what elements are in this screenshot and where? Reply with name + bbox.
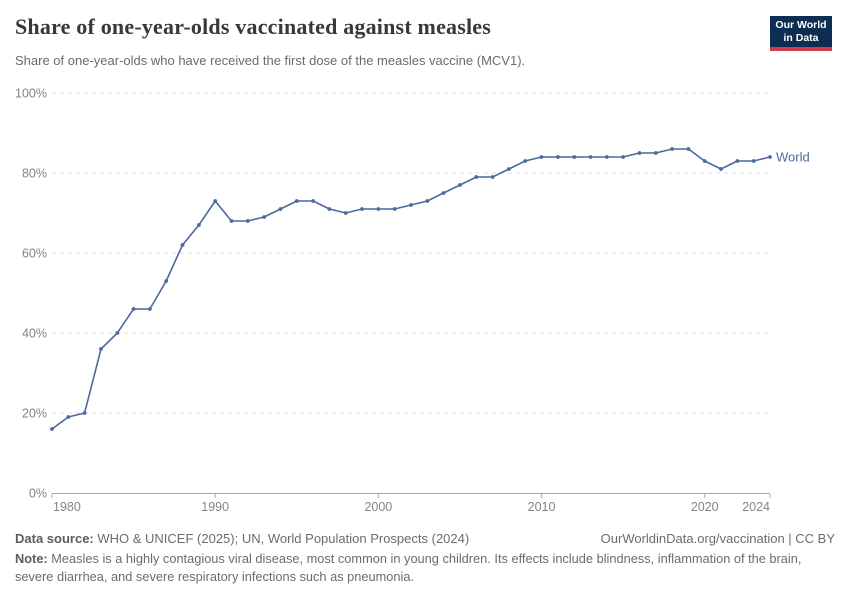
footer-row: Data source: WHO & UNICEF (2025); UN, Wo… bbox=[15, 531, 835, 546]
data-point bbox=[327, 207, 332, 211]
data-point bbox=[621, 155, 625, 159]
data-point bbox=[490, 175, 495, 179]
x-tick-label: 2000 bbox=[364, 500, 392, 514]
data-point bbox=[164, 279, 169, 283]
data-point bbox=[523, 159, 528, 163]
attribution-link[interactable]: OurWorldinData.org/vaccination | CC BY bbox=[600, 531, 835, 546]
data-point bbox=[392, 207, 397, 211]
x-tick-label: 2020 bbox=[691, 500, 719, 514]
data-point bbox=[556, 155, 560, 159]
data-point bbox=[768, 155, 772, 159]
owid-logo-box: Our World in Data bbox=[770, 16, 832, 47]
data-point bbox=[180, 243, 185, 247]
data-point bbox=[148, 307, 152, 311]
data-point bbox=[702, 159, 707, 163]
y-tick-label: 40% bbox=[22, 326, 47, 340]
data-point bbox=[360, 207, 364, 211]
data-point bbox=[311, 199, 315, 203]
x-tick-label: 2010 bbox=[528, 500, 556, 514]
data-point bbox=[653, 151, 658, 155]
owid-logo-line2: in Data bbox=[783, 31, 819, 44]
data-point bbox=[735, 159, 740, 163]
chart-note: Note: Measles is a highly contagious vir… bbox=[15, 550, 810, 586]
data-point bbox=[670, 147, 674, 151]
data-point bbox=[262, 215, 266, 219]
owid-logo-stripe bbox=[770, 47, 832, 51]
data-source-text: WHO & UNICEF (2025); UN, World Populatio… bbox=[93, 531, 470, 546]
data-point bbox=[572, 155, 577, 159]
data-point bbox=[588, 155, 593, 159]
x-axis: 1980 1990 2000 2010 2020 2024 bbox=[51, 493, 771, 514]
y-gridlines bbox=[52, 92, 770, 414]
data-point bbox=[441, 191, 446, 195]
data-point bbox=[245, 219, 250, 223]
data-point bbox=[604, 155, 609, 159]
data-point bbox=[343, 211, 348, 215]
x-tick-label: 2024 bbox=[742, 500, 770, 514]
owid-logo-line1: Our World bbox=[775, 19, 827, 31]
data-point bbox=[474, 175, 479, 179]
x-tick-label: 1990 bbox=[201, 500, 229, 514]
data-point bbox=[507, 167, 511, 171]
x-tick-label: 1980 bbox=[53, 500, 81, 514]
data-point bbox=[197, 223, 201, 227]
data-point bbox=[425, 199, 430, 203]
owid-logo: Our World in Data bbox=[770, 16, 832, 51]
data-point bbox=[66, 415, 71, 419]
data-point bbox=[115, 331, 120, 335]
data-point bbox=[751, 159, 756, 163]
data-point bbox=[50, 427, 54, 431]
y-tick-label: 60% bbox=[22, 246, 47, 260]
note-label: Note: bbox=[15, 551, 48, 566]
data-point bbox=[376, 207, 381, 211]
data-point bbox=[686, 147, 691, 151]
y-tick-label: 100% bbox=[15, 86, 47, 100]
y-tick-labels: 0% 20% 40% 60% 80% 100% bbox=[15, 86, 47, 500]
data-point bbox=[294, 199, 299, 203]
data-point bbox=[409, 203, 413, 207]
data-point bbox=[637, 151, 642, 155]
data-source-label: Data source: bbox=[15, 531, 94, 546]
note-text: Measles is a highly contagious viral dis… bbox=[15, 551, 802, 584]
data-point bbox=[719, 167, 723, 171]
data-point bbox=[229, 219, 234, 223]
y-tick-label: 20% bbox=[22, 406, 47, 420]
data-point bbox=[458, 183, 462, 187]
y-tick-label: 80% bbox=[22, 166, 47, 180]
chart-subtitle: Share of one-year-olds who have received… bbox=[15, 53, 526, 68]
data-point bbox=[278, 207, 283, 211]
data-source: Data source: WHO & UNICEF (2025); UN, Wo… bbox=[15, 531, 469, 546]
data-point bbox=[99, 347, 103, 351]
series-end-label: World bbox=[776, 150, 810, 165]
data-point bbox=[131, 307, 136, 311]
series-line bbox=[51, 148, 771, 430]
data-point bbox=[82, 411, 87, 415]
data-point bbox=[539, 155, 544, 159]
data-point bbox=[213, 199, 218, 203]
series-world: World bbox=[50, 147, 810, 431]
page-title: Share of one-year-olds vaccinated agains… bbox=[15, 14, 492, 39]
y-tick-label: 0% bbox=[29, 486, 47, 500]
